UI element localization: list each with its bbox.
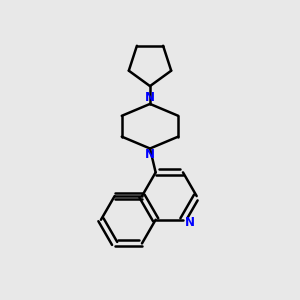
- Text: N: N: [145, 148, 155, 161]
- Text: N: N: [145, 92, 155, 104]
- Text: N: N: [184, 216, 194, 229]
